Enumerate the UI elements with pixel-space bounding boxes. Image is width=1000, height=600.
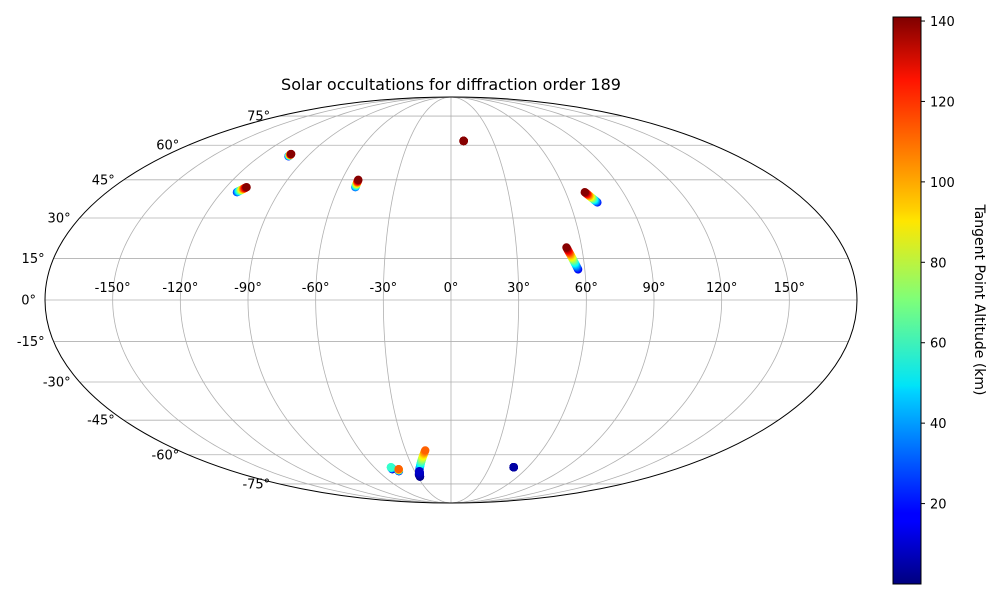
data-point — [394, 465, 403, 474]
map-area: -150° -120° -90° -60° -30° 0° 30° 60° 90° 120° 150… — [17, 96, 858, 504]
longitude-tick-label: -60° — [302, 281, 330, 296]
colorbar-gradient — [892, 16, 922, 585]
longitude-tick-label: 30° — [507, 281, 530, 296]
colorbar-tick-label: 40 — [930, 417, 947, 432]
longitude-tick-label: -120° — [162, 281, 198, 296]
latitude-tick-label: -30° — [43, 376, 71, 391]
longitude-tick-label: -150° — [95, 281, 131, 296]
data-point — [421, 446, 430, 455]
latitude-tick-label: 60° — [156, 139, 179, 154]
longitude-tick-label: 90° — [642, 281, 665, 296]
data-point — [242, 183, 251, 192]
longitude-gridline — [247, 97, 452, 503]
latitude-tick-labels: -75° -60° -45° -30° -15° 0° 15° 30° 45° 60° 75° — [17, 110, 270, 493]
data-point — [562, 243, 571, 252]
longitude-tick-label: 0° — [444, 281, 459, 296]
data-point — [286, 149, 296, 159]
longitude-tick-label: 150° — [774, 281, 805, 296]
latitude-tick-label: -15° — [17, 335, 45, 350]
data-point — [580, 188, 589, 197]
map-outline — [44, 96, 858, 504]
chart-title: Solar occultations for diffraction order… — [281, 75, 621, 94]
data-point — [459, 136, 468, 146]
longitude-tick-label: 60° — [575, 281, 598, 296]
latitude-tick-label: -45° — [87, 414, 115, 429]
longitude-gridline — [450, 97, 655, 503]
longitude-tick-label: 120° — [706, 281, 737, 296]
longitude-gridline — [315, 97, 452, 503]
data-point — [386, 463, 396, 472]
data-points — [232, 136, 602, 482]
colorbar-ticks: 20 40 60 80 100 120 140 — [921, 15, 955, 513]
longitude-gridline — [450, 97, 723, 503]
longitude-gridline — [179, 97, 452, 503]
longitude-tick-label: -30° — [369, 281, 397, 296]
colorbar-tick-label: 120 — [930, 95, 955, 110]
colorbar-label: Tangent Point Altitude (km) — [971, 203, 987, 395]
data-point — [509, 463, 518, 472]
colorbar-tick-label: 20 — [930, 498, 947, 513]
colorbar: 20 40 60 80 100 120 140 Tangent Point Altitude… — [892, 15, 987, 585]
latitude-tick-label: 75° — [247, 110, 270, 125]
longitude-gridline — [112, 97, 452, 503]
latitude-tick-label: 0° — [21, 294, 36, 309]
latitude-tick-label: 15° — [22, 252, 45, 267]
longitude-gridline — [450, 97, 587, 503]
gridlines — [45, 97, 857, 503]
longitude-gridline — [382, 97, 452, 503]
longitude-gridline — [450, 97, 520, 503]
colorbar-tick-label: 60 — [930, 337, 947, 352]
data-point — [415, 466, 424, 476]
colorbar-tick-label: 140 — [930, 15, 955, 30]
colorbar-tick-label: 100 — [930, 176, 955, 191]
longitude-tick-label: -90° — [234, 281, 262, 296]
data-point — [354, 175, 363, 185]
latitude-tick-label: 30° — [48, 211, 71, 226]
colorbar-tick-label: 80 — [930, 256, 947, 271]
latitude-tick-label: -60° — [152, 448, 180, 463]
latitude-tick-label: -75° — [242, 477, 270, 492]
latitude-tick-label: 45° — [92, 173, 115, 188]
longitude-gridline — [450, 97, 790, 503]
longitude-tick-labels: -150° -120° -90° -60° -30° 0° 30° 60° 90° 120° 150… — [95, 281, 805, 296]
